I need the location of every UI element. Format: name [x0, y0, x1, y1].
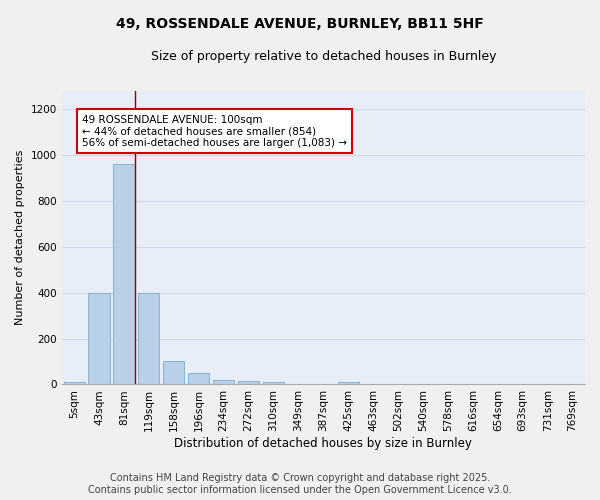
Bar — [88, 292, 110, 384]
Text: 49 ROSSENDALE AVENUE: 100sqm
← 44% of detached houses are smaller (854)
56% of s: 49 ROSSENDALE AVENUE: 100sqm ← 44% of de… — [82, 114, 347, 148]
Text: 49, ROSSENDALE AVENUE, BURNLEY, BB11 5HF: 49, ROSSENDALE AVENUE, BURNLEY, BB11 5HF — [116, 18, 484, 32]
X-axis label: Distribution of detached houses by size in Burnley: Distribution of detached houses by size … — [175, 437, 472, 450]
Text: Contains HM Land Registry data © Crown copyright and database right 2025.
Contai: Contains HM Land Registry data © Crown c… — [88, 474, 512, 495]
Bar — [238, 381, 259, 384]
Bar — [188, 373, 209, 384]
Bar — [64, 382, 85, 384]
Bar — [113, 164, 134, 384]
Bar — [263, 382, 284, 384]
Y-axis label: Number of detached properties: Number of detached properties — [15, 150, 25, 325]
Title: Size of property relative to detached houses in Burnley: Size of property relative to detached ho… — [151, 50, 496, 63]
Bar — [213, 380, 234, 384]
Bar — [163, 362, 184, 384]
Bar — [138, 292, 160, 384]
Bar — [338, 382, 359, 384]
